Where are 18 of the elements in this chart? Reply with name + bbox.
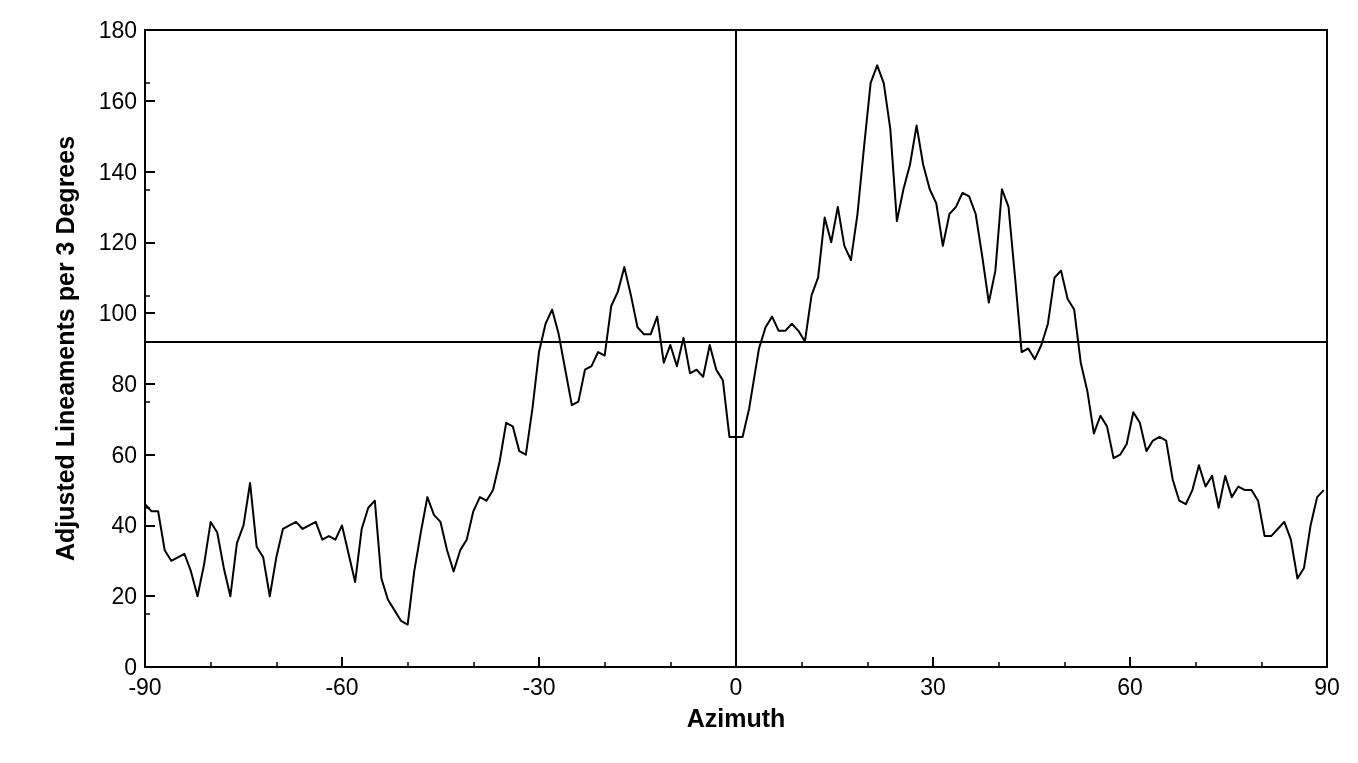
y-tick-label: 0	[124, 654, 137, 680]
x-tick-label: 0	[729, 673, 743, 700]
x-axis-title: Azimuth	[686, 703, 786, 732]
y-tick-label: 60	[111, 441, 137, 468]
y-tick-label: 140	[98, 158, 137, 185]
y-tick-label: 40	[111, 512, 137, 539]
y-axis-title: Adjusted Lineaments per 3 Degrees	[50, 135, 79, 562]
y-tick-label: 160	[98, 87, 137, 114]
y-tick-label: 100	[98, 300, 137, 327]
y-tick-label: 120	[98, 229, 137, 256]
x-tick-label: 60	[1117, 673, 1143, 700]
x-tick-label: -60	[325, 673, 359, 700]
y-tick-label: 180	[98, 17, 137, 43]
x-tick-label: 90	[1314, 673, 1340, 700]
x-tick-label: -30	[522, 673, 556, 700]
x-tick-label: 30	[920, 673, 946, 700]
y-tick-label: 80	[111, 370, 137, 397]
y-tick-label: 20	[111, 583, 137, 610]
